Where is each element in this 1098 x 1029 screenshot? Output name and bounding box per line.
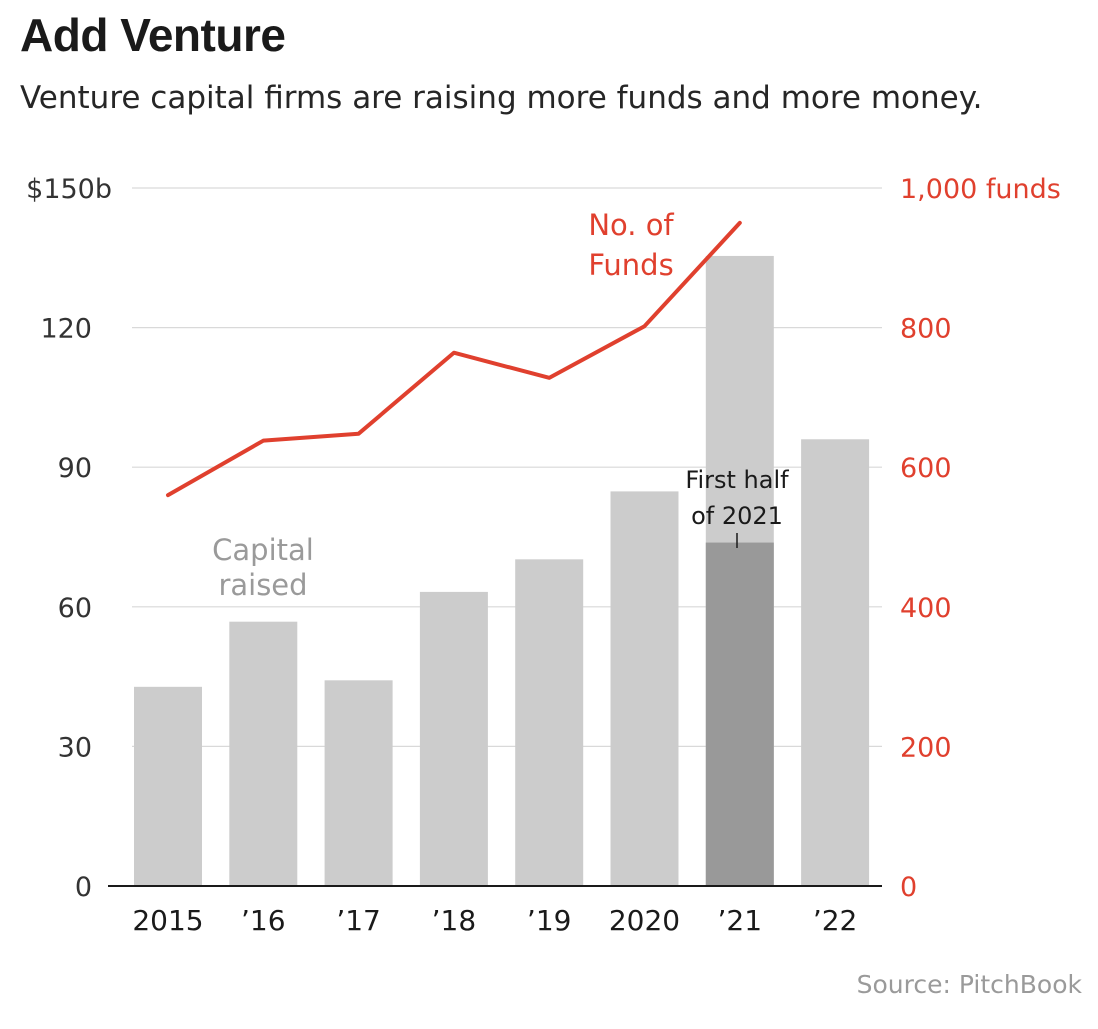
left-tick-label: 30 xyxy=(58,732,92,763)
no-of-funds-label: Funds xyxy=(588,248,673,282)
left-tick-label: 60 xyxy=(58,593,92,624)
left-tick-label: 120 xyxy=(40,314,92,345)
source-name: PitchBook xyxy=(958,970,1082,999)
right-tick-label: 400 xyxy=(900,593,952,624)
right-tick-label: 800 xyxy=(900,314,952,345)
bar-capital-raised xyxy=(134,686,202,886)
first-half-2021-label: First half xyxy=(685,466,789,494)
chart-subtitle: Venture capital firms are raising more f… xyxy=(20,80,983,116)
left-tick-label: 0 xyxy=(75,872,92,903)
source-note: Source: PitchBook xyxy=(857,970,1082,999)
bar-capital-raised xyxy=(419,591,488,886)
left-tick-label: 90 xyxy=(58,453,92,484)
bar-capital-raised xyxy=(801,439,870,886)
left-tick-label: $150b xyxy=(26,174,112,205)
first-half-2021-label: of 2021 xyxy=(691,502,783,530)
x-tick-label: ’16 xyxy=(241,904,286,937)
bar-capital-raised xyxy=(610,491,679,886)
chart-title: Add Venture xyxy=(20,9,286,61)
right-tick-label: 200 xyxy=(900,732,952,763)
axes: 0 30 60 90 120 $150b 0 200 400 600 800 1,000 funds 2… xyxy=(26,174,1061,937)
capital-raised-label: raised xyxy=(218,568,307,602)
right-tick-label: 0 xyxy=(900,872,917,903)
funds-line xyxy=(166,220,742,498)
line-no-of-funds xyxy=(166,220,742,498)
right-tick-label: 600 xyxy=(900,453,952,484)
bar-capital-raised xyxy=(515,559,584,886)
x-tick-label: ’17 xyxy=(336,904,381,937)
capital-raised-label: Capital xyxy=(212,533,314,567)
bar-capital-raised xyxy=(324,680,393,886)
source-label: Source: xyxy=(856,970,951,999)
no-of-funds-label: No. of xyxy=(588,208,674,242)
bar-capital-raised xyxy=(229,621,298,886)
x-tick-label: ’22 xyxy=(813,904,858,937)
x-tick-label: ’18 xyxy=(432,904,477,937)
x-tick-label: ’21 xyxy=(718,904,763,937)
bars xyxy=(134,255,870,886)
bar-first-half-2021 xyxy=(705,542,774,886)
x-tick-label: ’19 xyxy=(527,904,572,937)
x-tick-label: 2020 xyxy=(609,904,680,937)
x-tick-label: 2015 xyxy=(132,904,203,937)
right-tick-label: 1,000 funds xyxy=(900,174,1061,205)
